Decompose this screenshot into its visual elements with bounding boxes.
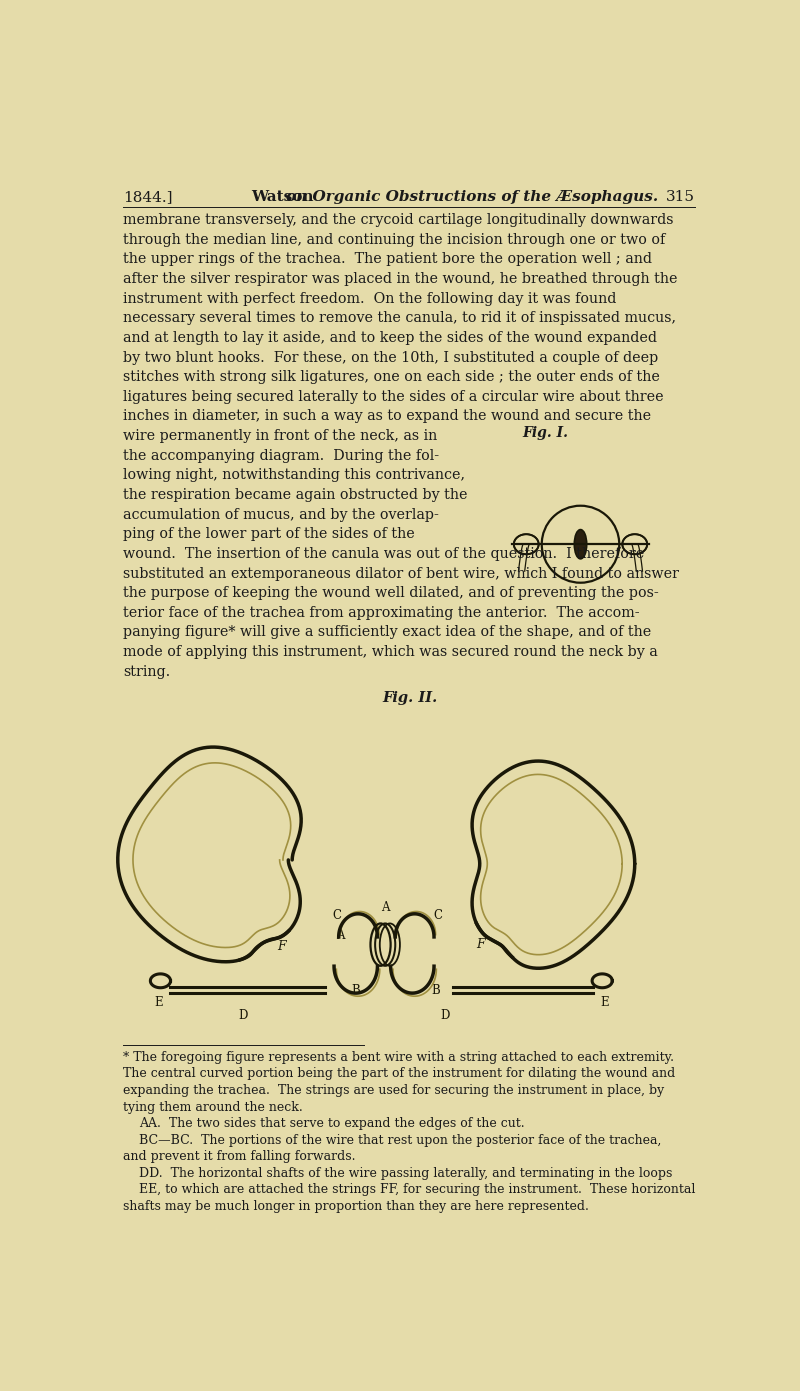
Text: necessary several times to remove the canula, to rid it of inspissated mucus,: necessary several times to remove the ca… [123, 312, 676, 325]
Text: Fig. II.: Fig. II. [382, 690, 438, 704]
Text: lowing night, notwithstanding this contrivance,: lowing night, notwithstanding this contr… [123, 469, 466, 483]
Text: membrane transversely, and the crycoid cartilage longitudinally downwards: membrane transversely, and the crycoid c… [123, 213, 674, 227]
Text: panying figure* will give a sufficiently exact idea of the shape, and of the: panying figure* will give a sufficiently… [123, 626, 651, 640]
Text: and prevent it from falling forwards.: and prevent it from falling forwards. [123, 1150, 356, 1163]
Text: string.: string. [123, 665, 170, 679]
Text: the upper rings of the trachea.  The patient bore the operation well ; and: the upper rings of the trachea. The pati… [123, 252, 652, 267]
Text: F: F [476, 939, 485, 951]
Text: BC—BC.  The portions of the wire that rest upon the posterior face of the trache: BC—BC. The portions of the wire that res… [138, 1134, 661, 1146]
Text: tying them around the neck.: tying them around the neck. [123, 1100, 303, 1114]
Text: Fig. I.: Fig. I. [522, 426, 569, 440]
Text: F: F [278, 940, 286, 953]
Text: accumulation of mucus, and by the overlap-: accumulation of mucus, and by the overla… [123, 508, 439, 522]
Text: by two blunt hooks.  For these, on the 10th, I substituted a couple of deep: by two blunt hooks. For these, on the 10… [123, 351, 658, 364]
Text: ping of the lower part of the sides of the: ping of the lower part of the sides of t… [123, 527, 415, 541]
Text: wire permanently in front of the neck, as in: wire permanently in front of the neck, a… [123, 428, 438, 444]
Text: substituted an extemporaneous dilator of bent wire, which I found to answer: substituted an extemporaneous dilator of… [123, 566, 679, 580]
Text: the purpose of keeping the wound well dilated, and of preventing the pos-: the purpose of keeping the wound well di… [123, 586, 659, 600]
Text: terior face of the trachea from approximating the anterior.  The accom-: terior face of the trachea from approxim… [123, 606, 640, 620]
Text: B: B [351, 985, 360, 997]
Text: inches in diameter, in such a way as to expand the wound and secure the: inches in diameter, in such a way as to … [123, 409, 651, 423]
Text: * The foregoing figure represents a bent wire with a string attached to each ext: * The foregoing figure represents a bent… [123, 1050, 674, 1064]
Text: expanding the trachea.  The strings are used for securing the instrument in plac: expanding the trachea. The strings are u… [123, 1084, 665, 1097]
Text: EE, to which are attached the strings FF, for securing the instrument.  These ho: EE, to which are attached the strings FF… [138, 1184, 695, 1196]
Text: A: A [381, 901, 390, 914]
Text: the accompanying diagram.  During the fol-: the accompanying diagram. During the fol… [123, 449, 439, 463]
Text: 1844.]: 1844.] [123, 191, 173, 204]
Text: DD.  The horizontal shafts of the wire passing laterally, and terminating in the: DD. The horizontal shafts of the wire pa… [138, 1167, 672, 1180]
Text: mode of applying this instrument, which was secured round the neck by a: mode of applying this instrument, which … [123, 645, 658, 659]
Text: The central curved portion being the part of the instrument for dilating the wou: The central curved portion being the par… [123, 1067, 675, 1081]
Text: wound.  The insertion of the canula was out of the question.  I therefore: wound. The insertion of the canula was o… [123, 547, 645, 561]
Text: C: C [333, 908, 342, 922]
Ellipse shape [574, 530, 586, 559]
Text: and at length to lay it aside, and to keep the sides of the wound expanded: and at length to lay it aside, and to ke… [123, 331, 658, 345]
Text: the respiration became again obstructed by the: the respiration became again obstructed … [123, 488, 468, 502]
Text: B: B [431, 985, 440, 997]
Text: C: C [434, 908, 442, 922]
Text: A: A [336, 929, 345, 942]
Text: shafts may be much longer in proportion than they are here represented.: shafts may be much longer in proportion … [123, 1200, 589, 1213]
Text: E: E [600, 996, 609, 1010]
Text: D: D [238, 1008, 248, 1021]
Text: instrument with perfect freedom.  On the following day it was found: instrument with perfect freedom. On the … [123, 292, 617, 306]
Text: D: D [440, 1008, 450, 1021]
Text: ligatures being secured laterally to the sides of a circular wire about three: ligatures being secured laterally to the… [123, 389, 664, 403]
Text: Watson: Watson [251, 191, 319, 204]
Text: AA.  The two sides that serve to expand the edges of the cut.: AA. The two sides that serve to expand t… [138, 1117, 524, 1129]
Text: E: E [154, 996, 163, 1010]
Text: after the silver respirator was placed in the wound, he breathed through the: after the silver respirator was placed i… [123, 273, 678, 287]
Text: 315: 315 [666, 191, 695, 204]
Text: stitches with strong silk ligatures, one on each side ; the outer ends of the: stitches with strong silk ligatures, one… [123, 370, 660, 384]
Text: on Organic Obstructions of the Æsophagus.: on Organic Obstructions of the Æsophagus… [286, 191, 658, 204]
Text: through the median line, and continuing the incision through one or two of: through the median line, and continuing … [123, 232, 666, 246]
